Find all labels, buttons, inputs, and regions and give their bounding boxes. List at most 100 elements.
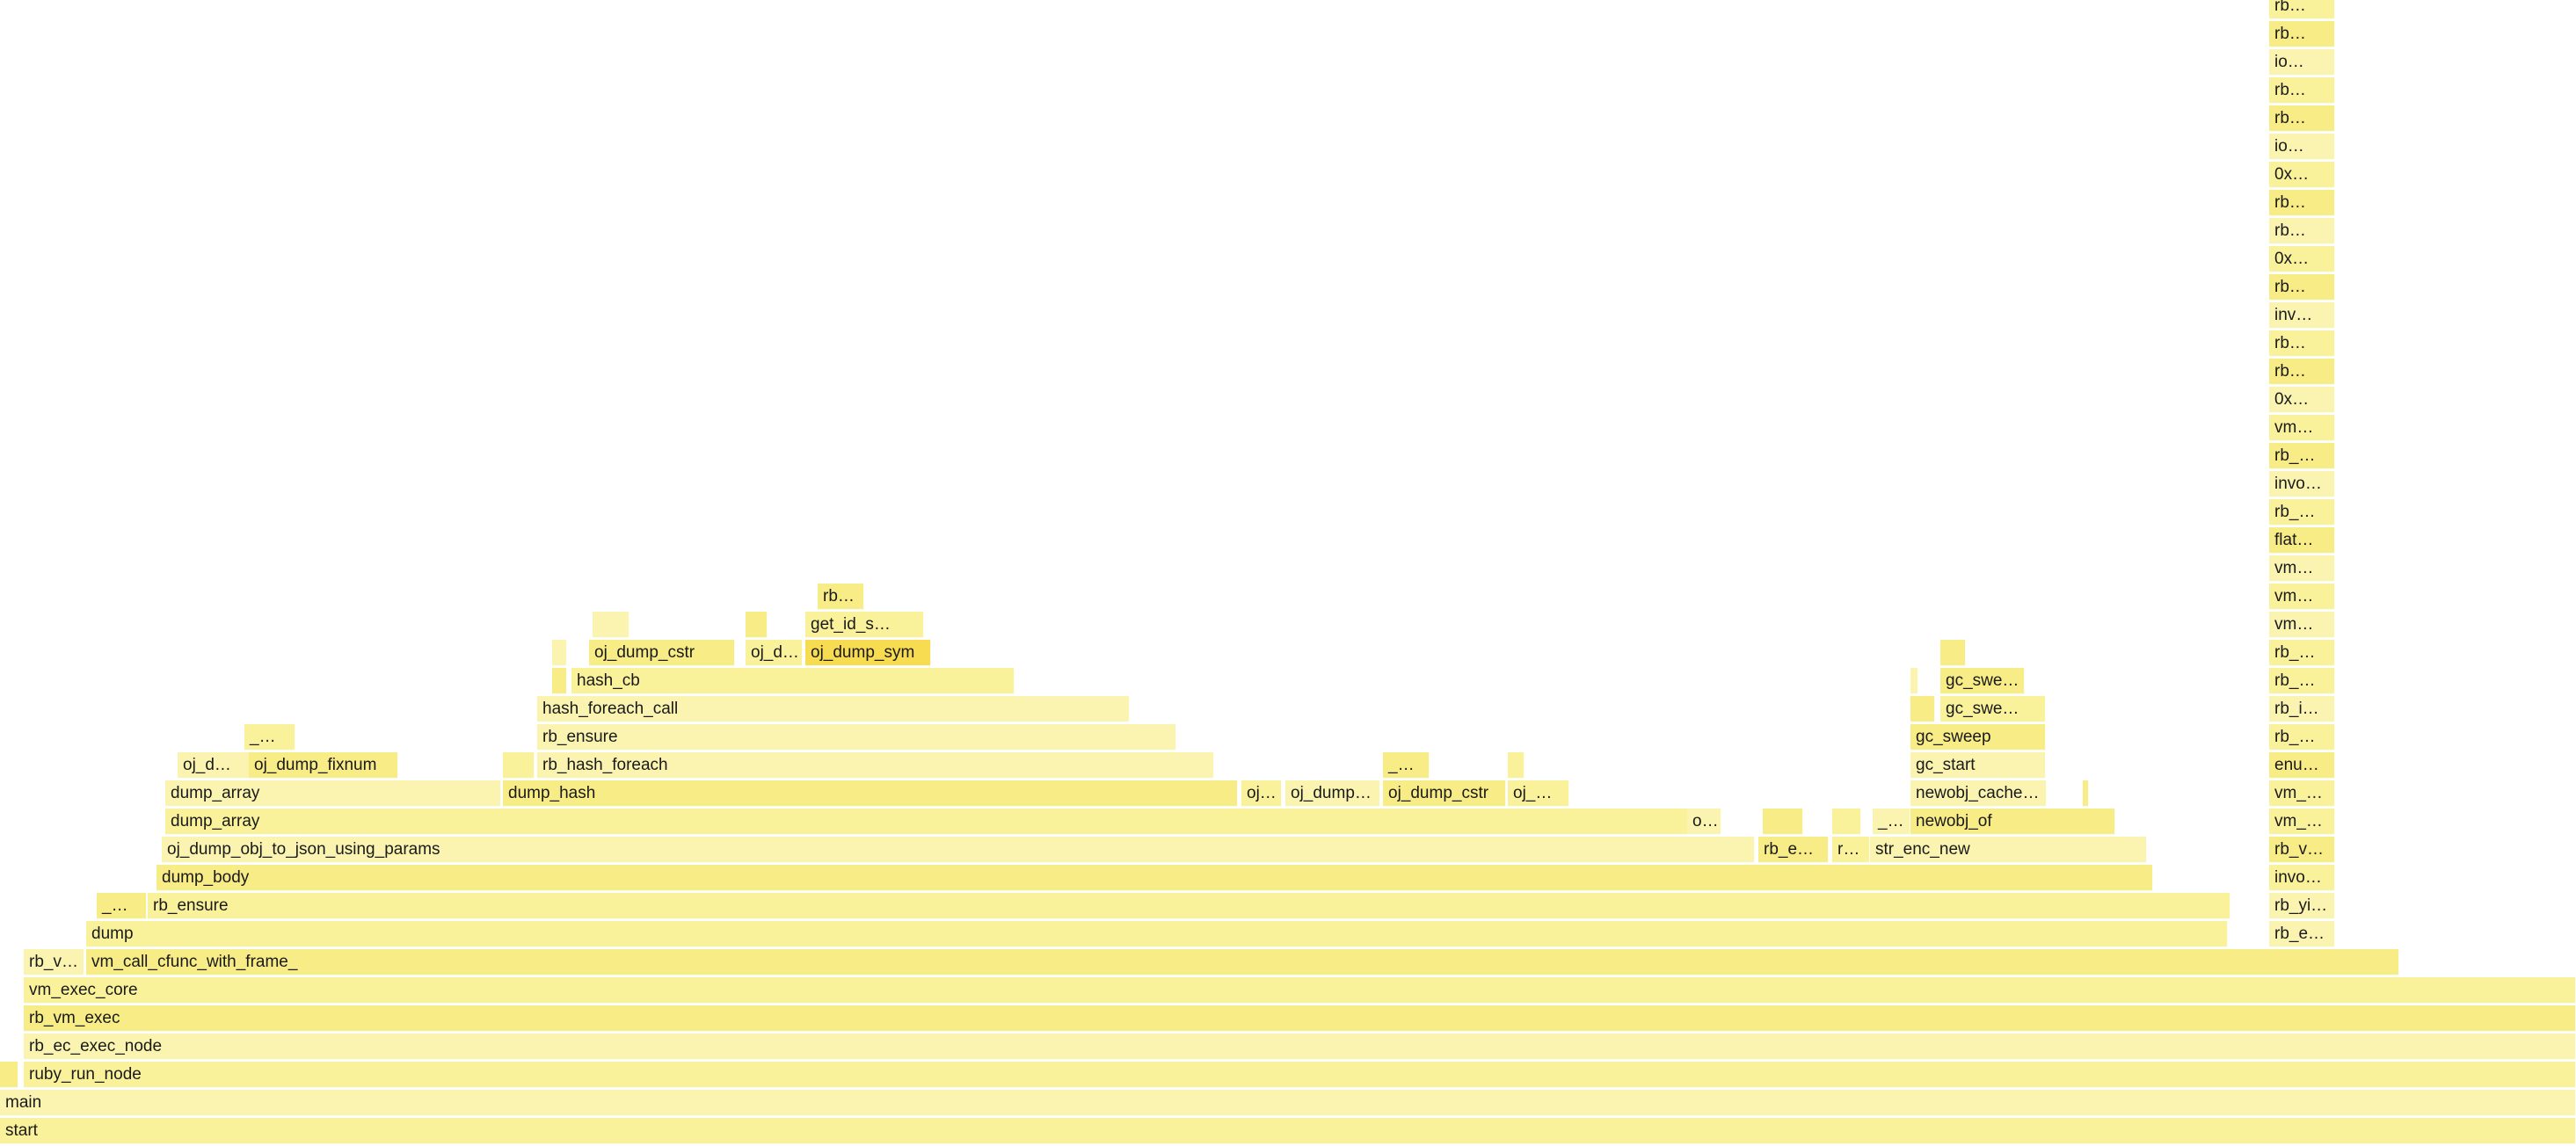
frame-o[interactable]: o…	[1687, 809, 1721, 835]
frame-frame[interactable]	[552, 640, 567, 666]
frame-frame[interactable]: _…	[1873, 809, 1910, 835]
frame-main[interactable]: main	[0, 1090, 2576, 1116]
frame-flat[interactable]: flat…	[2269, 527, 2335, 554]
frame-rb[interactable]: rb…	[2269, 359, 2335, 385]
frame-label: oj_dump_obj_to_json_using_params	[167, 840, 440, 859]
frame-frame[interactable]	[0, 1062, 18, 1088]
frame-gc-sweep[interactable]: gc_sweep	[1910, 724, 2046, 751]
frame-dump-hash[interactable]: dump_hash	[503, 780, 1238, 807]
frame-label: rb_yi…	[2274, 896, 2328, 915]
frame-dump-body[interactable]: dump_body	[156, 865, 2153, 891]
frame-rb[interactable]: rb…	[2269, 105, 2335, 132]
frame-rb[interactable]: rb_…	[2269, 640, 2335, 666]
frame-rb[interactable]: rb…	[2269, 190, 2335, 216]
frame-oj[interactable]: oj…	[1241, 780, 1282, 807]
frame-vm[interactable]: vm…	[2269, 584, 2335, 610]
frame-rb-e[interactable]: rb_e…	[2269, 921, 2335, 947]
frame-invo[interactable]: invo…	[2269, 471, 2335, 497]
frame-frame[interactable]	[2083, 780, 2089, 807]
frame-frame[interactable]	[503, 752, 535, 779]
frame-label: rb_vm_exec	[29, 1009, 120, 1027]
frame-oj-dump[interactable]: oj_dump…	[1285, 780, 1380, 807]
frame-oj-dump-fixnum[interactable]: oj_dump_fixnum	[249, 752, 398, 779]
frame-enu[interactable]: enu…	[2269, 752, 2335, 779]
frame-label: rb…	[2274, 362, 2306, 381]
frame-frame[interactable]	[1910, 668, 1918, 694]
frame-label: oj_d…	[751, 643, 799, 662]
frame-vm[interactable]: vm…	[2269, 555, 2335, 582]
frame-oj-d[interactable]: oj_d…	[178, 752, 250, 779]
frame-oj-dump-cstr[interactable]: oj_dump_cstr	[1383, 780, 1506, 807]
frame-str-enc-new[interactable]: str_enc_new	[1870, 837, 2147, 863]
frame-rb[interactable]: rb…	[818, 584, 864, 610]
frame-ruby-run-node[interactable]: ruby_run_node	[24, 1062, 2576, 1088]
frame-0x[interactable]: 0x…	[2269, 387, 2335, 413]
frame-vm[interactable]: vm_…	[2269, 780, 2335, 807]
frame-rb-vm-exec[interactable]: rb_vm_exec	[24, 1005, 2576, 1032]
frame-gc-start[interactable]: gc_start	[1910, 752, 2046, 779]
frame-io[interactable]: io…	[2269, 49, 2335, 76]
frame-label: hash_foreach_call	[542, 700, 679, 718]
frame-gc-swe[interactable]: gc_swe…	[1940, 696, 2046, 722]
frame-rb-e[interactable]: rb_e…	[1758, 837, 1829, 863]
frame-frame[interactable]	[593, 612, 629, 638]
frame-rb-hash-foreach[interactable]: rb_hash_foreach	[537, 752, 1214, 779]
frame-io[interactable]: io…	[2269, 134, 2335, 160]
frame-frame[interactable]	[1508, 752, 1524, 779]
frame-rb[interactable]: rb…	[2269, 21, 2335, 47]
frame-rb-yi[interactable]: rb_yi…	[2269, 893, 2335, 919]
frame-frame[interactable]	[1763, 809, 1803, 835]
frame-dump-array[interactable]: dump_array	[165, 780, 501, 807]
frame-vm-exec-core[interactable]: vm_exec_core	[24, 977, 2576, 1004]
frame-oj[interactable]: oj_…	[1508, 780, 1569, 807]
frame-vm[interactable]: vm…	[2269, 415, 2335, 441]
frame-hash-cb[interactable]: hash_cb	[571, 668, 1015, 694]
frame-invo[interactable]: invo…	[2269, 865, 2335, 891]
frame-rb[interactable]: rb_…	[2269, 724, 2335, 751]
frame-label: 0x…	[2274, 165, 2310, 184]
frame-dump[interactable]: dump	[86, 921, 2228, 947]
frame-frame[interactable]: _…	[1383, 752, 1430, 779]
frame-label: rb_e…	[2274, 925, 2325, 943]
frame-frame[interactable]	[1832, 809, 1861, 835]
frame-dump-array[interactable]: dump_array	[165, 809, 1721, 835]
frame-rb-ensure[interactable]: rb_ensure	[537, 724, 1176, 751]
frame-frame[interactable]	[1910, 696, 1935, 722]
frame-frame[interactable]	[552, 668, 567, 694]
frame-vm[interactable]: vm…	[2269, 612, 2335, 638]
frame-newobj-cache[interactable]: newobj_cache…	[1910, 780, 2047, 807]
frame-rb-ensure[interactable]: rb_ensure	[148, 893, 2230, 919]
frame-vm[interactable]: vm_…	[2269, 809, 2335, 835]
frame-oj-dump-sym[interactable]: oj_dump_sym	[805, 640, 931, 666]
frame-rb[interactable]: rb_…	[2269, 443, 2335, 469]
frame-rb[interactable]: rb_…	[2269, 499, 2335, 526]
frame-rb[interactable]: rb…	[2269, 218, 2335, 244]
frame-frame[interactable]: _…	[244, 724, 295, 751]
frame-hash-foreach-call[interactable]: hash_foreach_call	[537, 696, 1130, 722]
frame-frame[interactable]	[746, 612, 768, 638]
frame-rb-v[interactable]: rb_v…	[2269, 837, 2335, 863]
frame-oj-d[interactable]: oj_d…	[746, 640, 803, 666]
frame-newobj-of[interactable]: newobj_of	[1910, 809, 2115, 835]
frame-get-id-s[interactable]: get_id_s…	[805, 612, 924, 638]
frame-start[interactable]: start	[0, 1118, 2576, 1144]
frame-0x[interactable]: 0x…	[2269, 162, 2335, 188]
frame-rb[interactable]: rb…	[2269, 330, 2335, 357]
frame-frame[interactable]	[1940, 640, 1966, 666]
frame-oj-dump-cstr[interactable]: oj_dump_cstr	[589, 640, 735, 666]
frame-rb-i[interactable]: rb_i…	[2269, 696, 2335, 722]
frame-label: rb…	[2274, 109, 2306, 127]
frame-gc-swe[interactable]: gc_swe…	[1940, 668, 2025, 694]
frame-vm-call-cfunc-with-frame[interactable]: vm_call_cfunc_with_frame_	[86, 949, 2399, 976]
frame-oj-dump-obj-to-json-using-params[interactable]: oj_dump_obj_to_json_using_params	[162, 837, 1755, 863]
frame-0x[interactable]: 0x…	[2269, 246, 2335, 272]
frame-rb[interactable]: rb_…	[2269, 668, 2335, 694]
frame-r[interactable]: r…	[1832, 837, 1870, 863]
frame-rb-v[interactable]: rb_v…	[24, 949, 84, 976]
frame-rb[interactable]: rb…	[2269, 0, 2335, 19]
frame-rb[interactable]: rb…	[2269, 274, 2335, 301]
frame-frame[interactable]: _…	[97, 893, 147, 919]
frame-inv[interactable]: inv…	[2269, 302, 2335, 329]
frame-rb[interactable]: rb…	[2269, 77, 2335, 104]
frame-rb-ec-exec-node[interactable]: rb_ec_exec_node	[24, 1034, 2576, 1060]
